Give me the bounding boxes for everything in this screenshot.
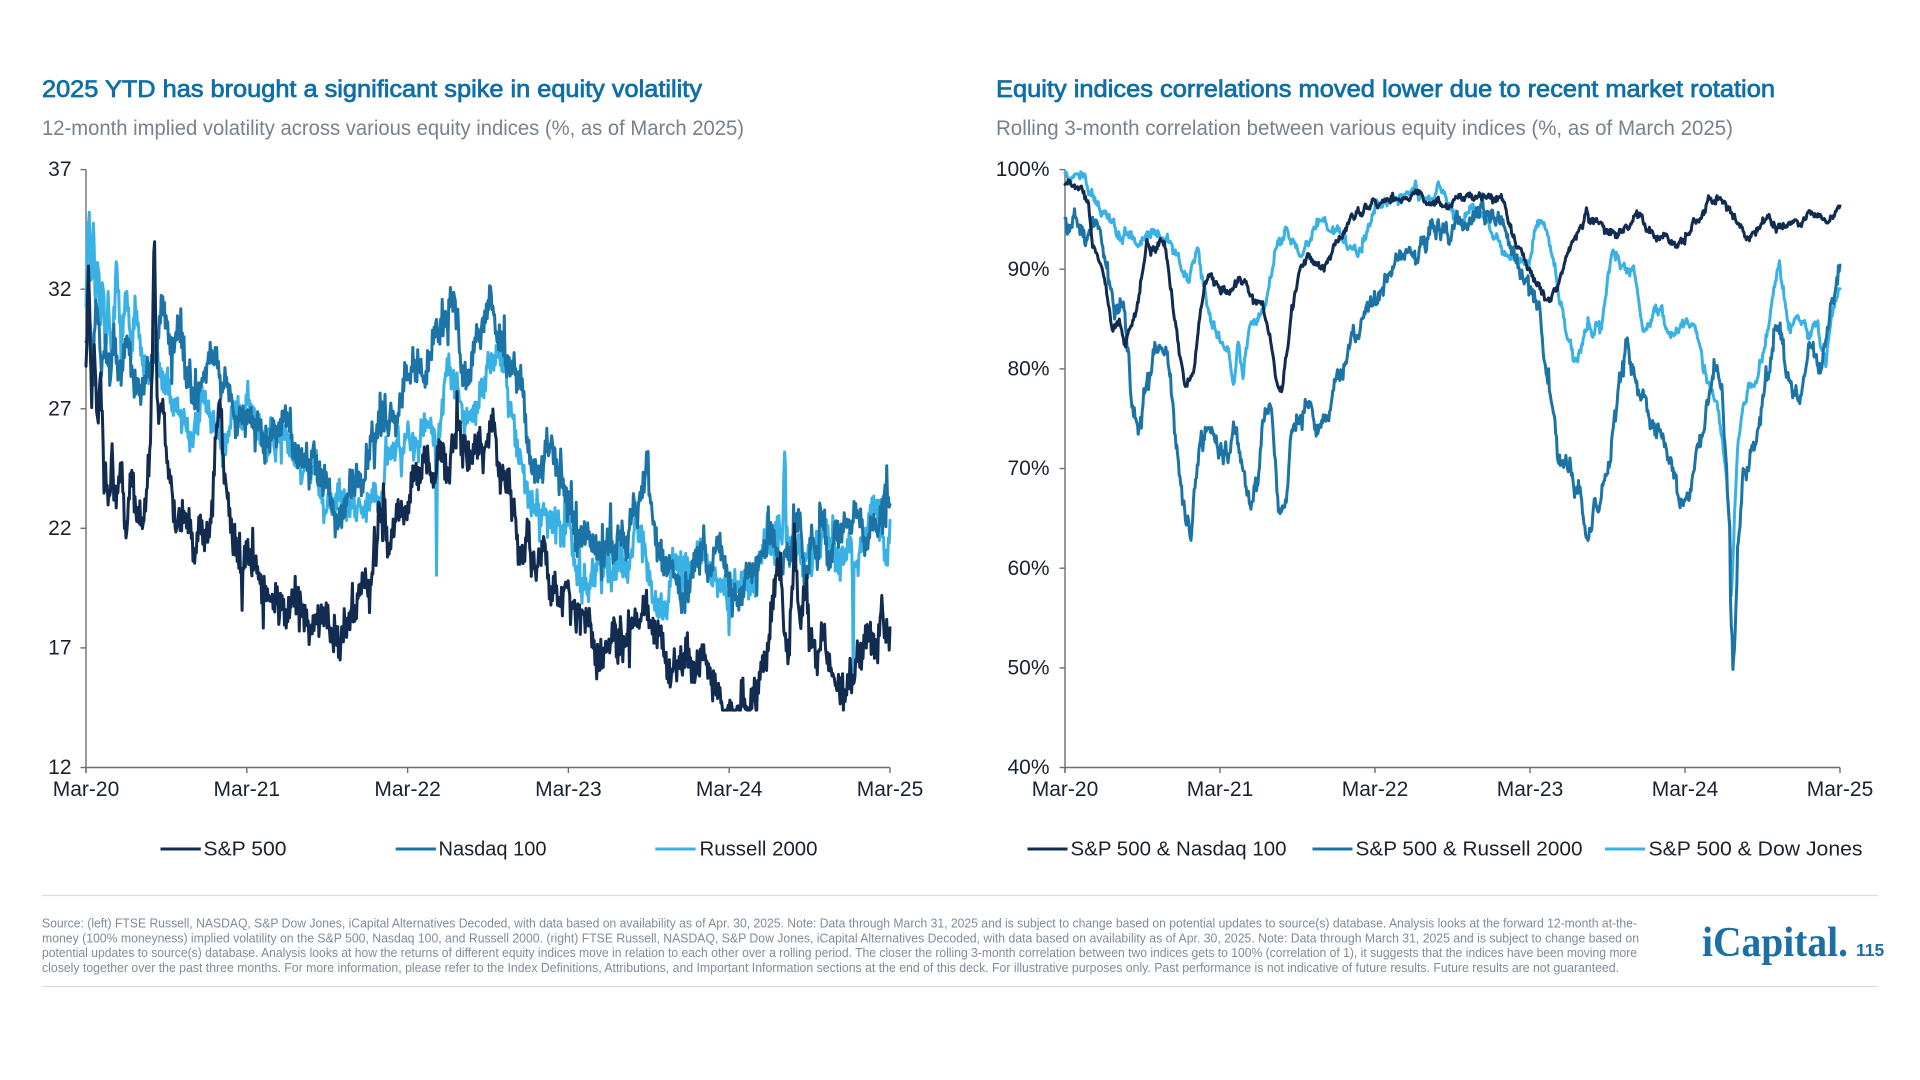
svg-text:S&P 500: S&P 500 bbox=[204, 839, 287, 861]
svg-text:27: 27 bbox=[48, 397, 71, 420]
svg-text:Mar-21: Mar-21 bbox=[1187, 778, 1254, 801]
svg-text:32: 32 bbox=[48, 278, 71, 301]
svg-text:Mar-22: Mar-22 bbox=[374, 778, 441, 801]
svg-text:Nasdaq 100: Nasdaq 100 bbox=[439, 839, 547, 861]
svg-text:closely together over the past: closely together over the past three mon… bbox=[42, 960, 1619, 975]
svg-text:iCapital.: iCapital. bbox=[1702, 920, 1848, 966]
svg-text:Mar-25: Mar-25 bbox=[1807, 778, 1874, 801]
svg-text:115: 115 bbox=[1856, 940, 1884, 960]
svg-text:22: 22 bbox=[48, 517, 71, 540]
svg-text:17: 17 bbox=[48, 637, 71, 660]
svg-text:100%: 100% bbox=[996, 158, 1050, 181]
svg-text:50%: 50% bbox=[1007, 657, 1049, 680]
svg-text:Mar-23: Mar-23 bbox=[1497, 778, 1564, 801]
svg-text:40%: 40% bbox=[1007, 756, 1049, 779]
svg-text:Mar-25: Mar-25 bbox=[857, 778, 924, 801]
svg-text:90%: 90% bbox=[1007, 258, 1049, 281]
svg-text:Mar-21: Mar-21 bbox=[214, 778, 281, 801]
svg-text:Mar-22: Mar-22 bbox=[1342, 778, 1409, 801]
svg-text:Mar-23: Mar-23 bbox=[535, 778, 602, 801]
svg-text:37: 37 bbox=[48, 158, 71, 181]
svg-text:S&P 500 & Dow Jones: S&P 500 & Dow Jones bbox=[1649, 839, 1863, 861]
svg-text:Rolling 3-month correlation be: Rolling 3-month correlation between vari… bbox=[996, 117, 1733, 140]
svg-text:Source: (left) FTSE Russell, N: Source: (left) FTSE Russell, NASDAQ, S&P… bbox=[42, 916, 1637, 931]
svg-text:12-month implied volatility ac: 12-month implied volatility across vario… bbox=[42, 117, 744, 140]
svg-text:Mar-20: Mar-20 bbox=[53, 778, 120, 801]
svg-text:Mar-24: Mar-24 bbox=[1652, 778, 1719, 801]
svg-text:80%: 80% bbox=[1007, 358, 1049, 381]
svg-text:12: 12 bbox=[48, 756, 71, 779]
svg-text:Equity indices correlations mo: Equity indices correlations moved lower … bbox=[996, 76, 1775, 103]
svg-text:potential updates to source(s): potential updates to source(s) database.… bbox=[42, 945, 1637, 960]
svg-text:money (100% moneyness) implied: money (100% moneyness) implied volatilit… bbox=[42, 930, 1639, 945]
svg-text:Mar-24: Mar-24 bbox=[696, 778, 763, 801]
svg-text:Russell 2000: Russell 2000 bbox=[700, 839, 818, 861]
svg-text:60%: 60% bbox=[1007, 557, 1049, 580]
svg-text:70%: 70% bbox=[1007, 457, 1049, 480]
svg-text:S&P 500 & Russell 2000: S&P 500 & Russell 2000 bbox=[1356, 839, 1583, 861]
svg-text:2025 YTD has brought a signifi: 2025 YTD has brought a significant spike… bbox=[42, 76, 702, 103]
svg-text:S&P 500 & Nasdaq 100: S&P 500 & Nasdaq 100 bbox=[1071, 839, 1287, 861]
svg-text:Mar-20: Mar-20 bbox=[1032, 778, 1099, 801]
